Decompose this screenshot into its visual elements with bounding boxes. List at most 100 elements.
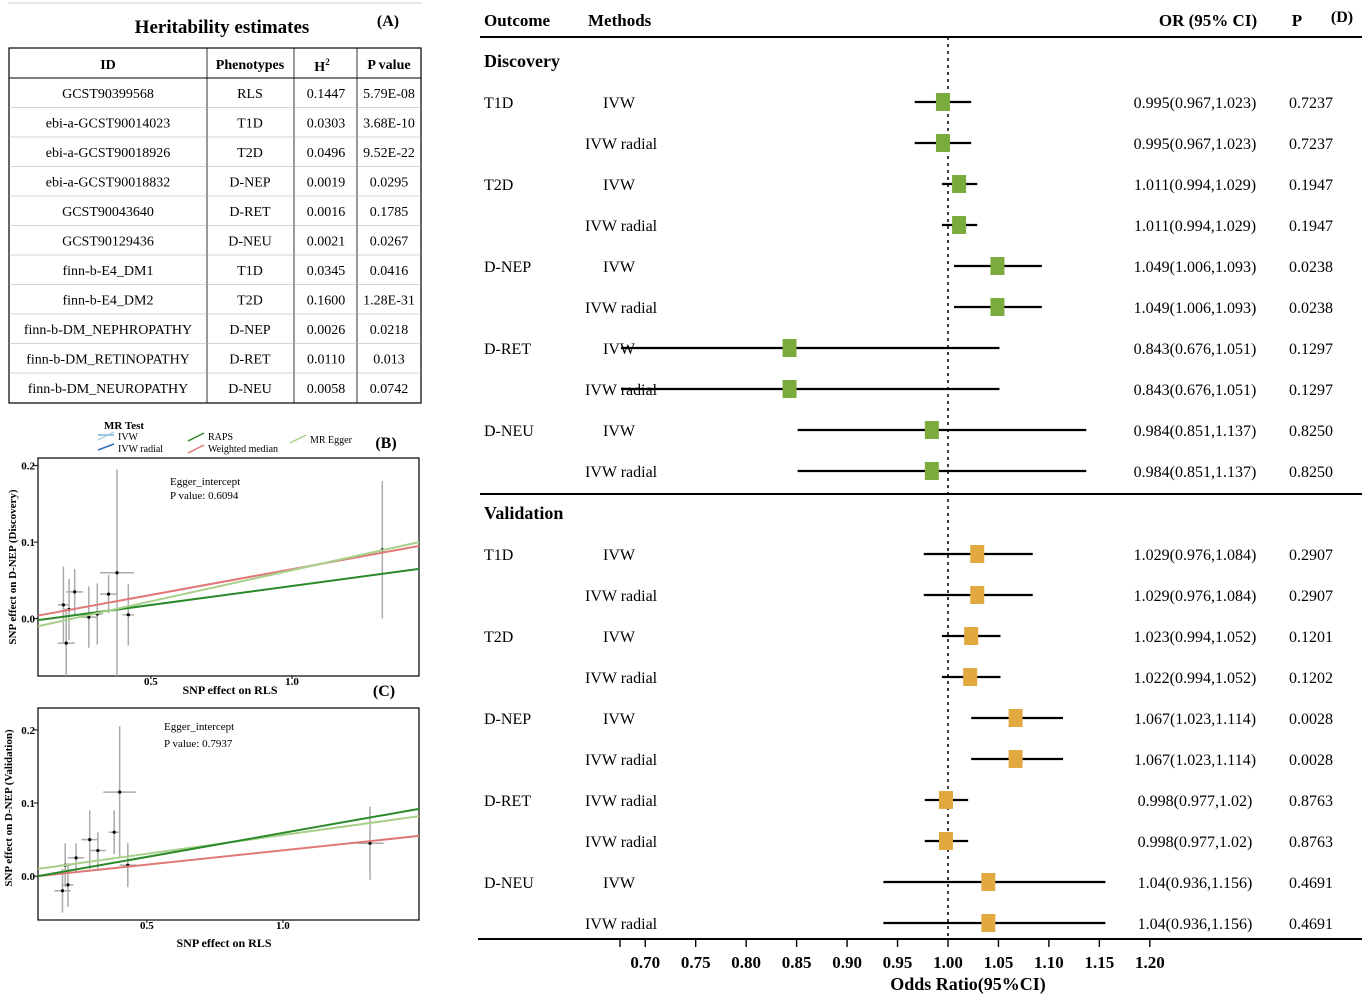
table-cell: D-RET <box>229 352 271 367</box>
forest-row: T2D IVW 1.011(0.994,1.029) 0.1947 <box>484 175 1333 194</box>
x-tick-label: 0.5 <box>144 676 158 688</box>
row-outcome: T2D <box>484 177 513 194</box>
row-outcome: T1D <box>484 547 513 564</box>
row-p-value: 0.1947 <box>1289 218 1333 235</box>
point-marker <box>112 830 116 834</box>
x-tick-label: 1.10 <box>1034 953 1064 972</box>
or-square <box>924 462 939 480</box>
table-cell: 3.68E-10 <box>363 116 415 131</box>
legend-label-raps: RAPS <box>208 432 233 443</box>
panel-d-tag: (D) <box>1331 9 1353 26</box>
legend-item-ivw-radial: IVW radial <box>97 443 163 455</box>
row-or-text: 1.029(0.976,1.084) <box>1134 547 1257 564</box>
row-p-value: 0.8250 <box>1289 464 1333 481</box>
forest-header-or: OR (95% CI) <box>1159 11 1257 30</box>
row-outcome: T1D <box>484 95 513 112</box>
table-cell: RLS <box>237 87 263 102</box>
row-outcome: D-NEP <box>484 711 531 728</box>
x-tick-label: 1.00 <box>933 953 963 972</box>
point-marker <box>88 837 92 842</box>
row-method: IVW <box>603 875 636 892</box>
col-header-h2: H2 <box>314 57 330 75</box>
row-or-text: 1.067(1.023,1.114) <box>1134 752 1256 769</box>
row-or-text: 0.998(0.977,1.02) <box>1138 793 1253 810</box>
data-point <box>89 832 107 869</box>
row-or-text: 0.843(0.676,1.051) <box>1134 341 1257 358</box>
forest-row: IVW radial 0.843(0.676,1.051) 0.1297 <box>585 380 1333 399</box>
row-method: IVW <box>603 259 636 276</box>
panel-c-tag: (C) <box>373 683 395 700</box>
table-row: ebi-a-GCST90018926 T2D 0.0496 9.52E-22 <box>9 136 421 161</box>
data-point <box>67 843 85 873</box>
table-cell: D-NEU <box>228 382 272 397</box>
table-cell: 0.1600 <box>307 293 346 308</box>
panel-b-tag: (B) <box>375 435 396 452</box>
data-point <box>57 566 70 644</box>
table-row: GCST90043640 D-RET 0.0016 0.1785 <box>9 195 421 220</box>
forest-row: T2D IVW 1.023(0.994,1.052) 0.1201 <box>484 627 1333 646</box>
table-cell: ebi-a-GCST90014023 <box>46 116 170 131</box>
or-square <box>952 175 967 193</box>
panel-c-ylabel: SNP effect on D-NEP (Validation) <box>3 729 15 887</box>
table-cell: 0.0218 <box>370 323 409 338</box>
col-header-phenotypes: Phenotypes <box>216 58 285 73</box>
or-square <box>938 832 953 850</box>
y-tick-label: 0.2 <box>21 461 35 473</box>
table-row: ebi-a-GCST90018832 D-NEP 0.0019 0.0295 <box>9 166 421 190</box>
or-square <box>782 380 797 398</box>
forest-row: D-NEU IVW 1.04(0.936,1.156) 0.4691 <box>484 873 1333 892</box>
x-tick-label: 0.85 <box>782 953 812 972</box>
row-outcome: D-NEU <box>484 423 534 440</box>
table-cell: 0.0021 <box>307 234 346 249</box>
forest-row: D-NEP IVW 1.049(1.006,1.093) 0.0238 <box>484 257 1333 276</box>
row-or-text: 0.995(0.967,1.023) <box>1134 136 1257 153</box>
table-row: ebi-a-GCST90014023 T1D 0.0303 3.68E-10 <box>9 107 421 131</box>
table-cell: 0.0267 <box>370 234 409 249</box>
table-cell: GCST90043640 <box>62 205 154 220</box>
x-tick-label: 0.95 <box>883 953 913 972</box>
row-or-text: 0.998(0.977,1.02) <box>1138 834 1253 851</box>
panel-a-title: Heritability estimates <box>135 17 310 38</box>
panel-c-annotation-label: Egger_intercept <box>164 721 234 733</box>
data-point <box>122 584 134 646</box>
row-or-text: 0.984(0.851,1.137) <box>1134 423 1257 440</box>
forest-plot-marks: 0.70 0.75 0.80 0.85 0.90 0.95 1.00 1.05 1.10 1.15… <box>484 37 1333 972</box>
or-square <box>935 93 950 111</box>
row-or-text: 1.049(1.006,1.093) <box>1134 300 1257 317</box>
row-p-value: 0.8763 <box>1289 834 1333 851</box>
x-tick-label: 0.80 <box>731 953 761 972</box>
table-cell: 0.0026 <box>307 323 346 338</box>
point-marker <box>368 841 372 845</box>
table-cell: 0.0016 <box>307 205 346 220</box>
table-cell: 0.0019 <box>307 175 346 190</box>
col-header-pvalue: P value <box>367 58 410 73</box>
table-cell: 0.1447 <box>307 87 346 102</box>
table-cell: D-NEP <box>229 323 270 338</box>
row-or-text: 0.984(0.851,1.137) <box>1134 464 1257 481</box>
regression-line <box>37 807 420 878</box>
row-p-value: 0.1201 <box>1289 629 1333 646</box>
row-p-value: 0.1297 <box>1289 341 1333 358</box>
forest-row: IVW radial 0.998(0.977,1.02) 0.8763 <box>585 832 1333 851</box>
regression-line <box>37 541 420 628</box>
x-tick-label: 0.5 <box>140 920 154 932</box>
forest-row: IVW radial 0.984(0.851,1.137) 0.8250 <box>585 462 1333 481</box>
group-label: Validation <box>484 503 563 523</box>
row-or-text: 1.011(0.994,1.029) <box>1134 218 1256 235</box>
row-method: IVW <box>603 711 636 728</box>
forest-row: IVW radial 1.04(0.936,1.156) 0.4691 <box>585 914 1333 933</box>
table-cell: finn-b-DM_RETINOPATHY <box>26 352 190 367</box>
table-cell: finn-b-DM_NEPHROPATHY <box>24 323 192 338</box>
table-row: finn-b-DM_RETINOPATHY D-RET 0.0110 0.013 <box>9 343 421 367</box>
row-or-text: 1.04(0.936,1.156) <box>1138 875 1253 892</box>
or-square <box>970 545 985 563</box>
point-marker <box>74 856 78 860</box>
point-marker <box>61 603 65 607</box>
row-method: IVW <box>603 423 636 440</box>
panel-a: Heritability estimates (A) ID Phenotypes… <box>8 2 422 404</box>
row-or-text: 0.995(0.967,1.023) <box>1134 95 1257 112</box>
table-cell: finn-b-E4_DM2 <box>63 293 154 308</box>
x-tick-label: 0.90 <box>832 953 862 972</box>
row-method: IVW <box>603 547 636 564</box>
forest-header-outcome: Outcome <box>484 11 551 30</box>
